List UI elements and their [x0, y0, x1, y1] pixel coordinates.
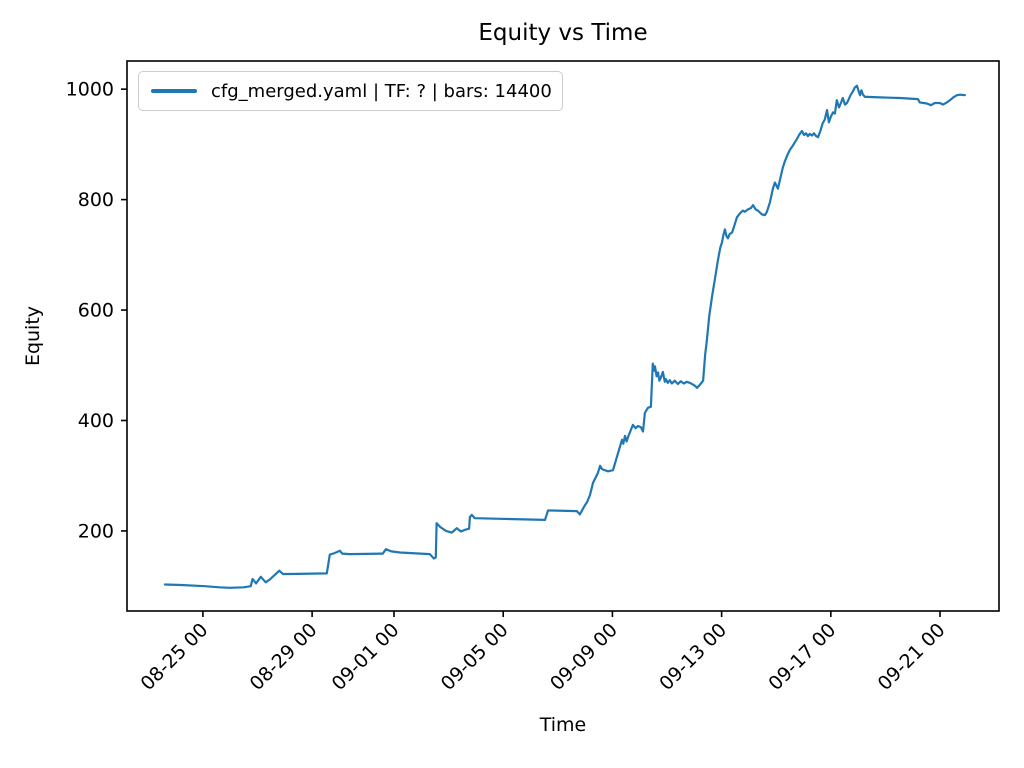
legend-label: cfg_merged.yaml | TF: ? | bars: 14400	[211, 80, 552, 102]
x-tick-label: 08-29 00	[246, 619, 322, 695]
y-tick-label: 800	[78, 189, 114, 211]
equity-line	[163, 84, 967, 589]
x-axis-label: Time	[539, 714, 587, 736]
y-axis-label: Equity	[22, 305, 44, 367]
x-tick-label: 09-01 00	[328, 619, 404, 695]
y-tick-label: 400	[78, 410, 114, 432]
chart-title: Equity vs Time	[478, 20, 648, 46]
y-tick-label: 600	[78, 300, 114, 322]
x-tick-label: 08-25 00	[136, 619, 212, 695]
axes-frame	[126, 60, 1000, 612]
y-tick-label: 200	[78, 520, 114, 542]
legend: cfg_merged.yaml | TF: ? | bars: 14400	[138, 71, 563, 111]
y-tick-label: 1000	[66, 79, 114, 101]
x-tick-label: 09-17 00	[764, 619, 840, 695]
legend-line-sample	[151, 89, 197, 93]
x-tick-label: 09-09 00	[546, 619, 622, 695]
x-tick-label: 09-21 00	[874, 619, 950, 695]
x-tick-label: 09-05 00	[437, 619, 513, 695]
x-tick-label: 09-13 00	[655, 619, 731, 695]
